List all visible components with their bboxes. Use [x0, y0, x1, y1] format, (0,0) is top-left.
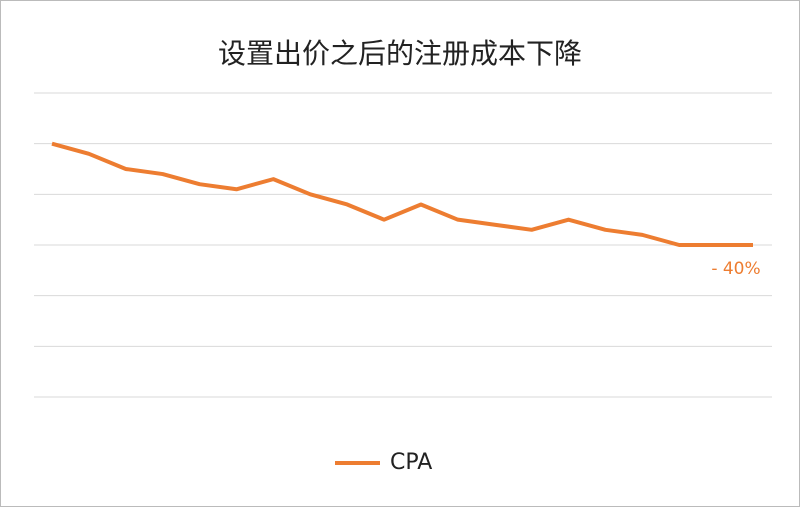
chart-title: 设置出价之后的注册成本下降 — [218, 37, 582, 70]
legend-label: CPA — [390, 450, 432, 475]
annotation: - 40% — [711, 259, 760, 279]
series-line — [51, 141, 753, 247]
